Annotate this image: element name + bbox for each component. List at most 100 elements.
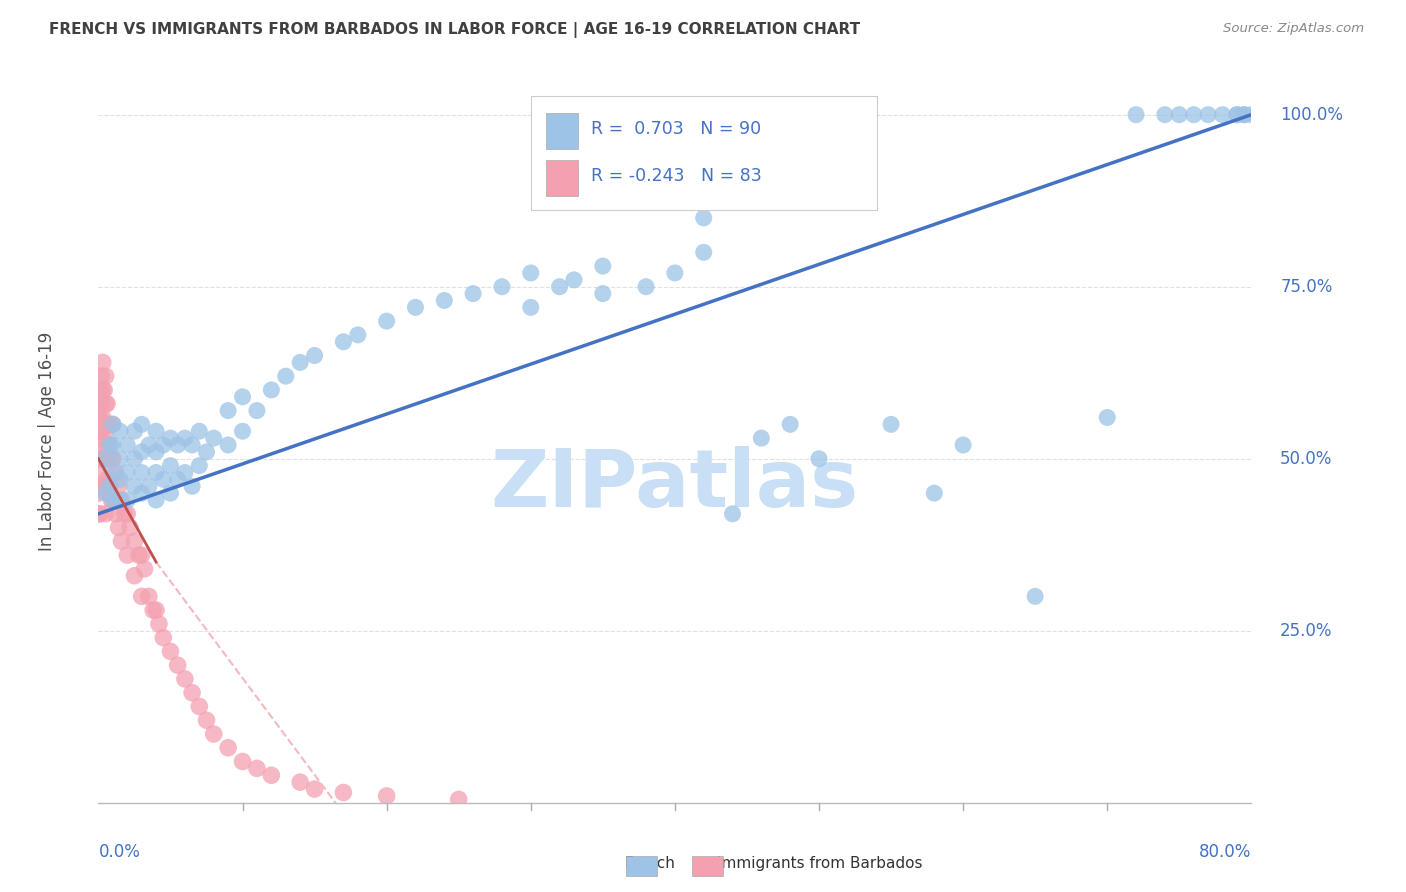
- Point: [808, 451, 831, 466]
- Point: [304, 349, 326, 363]
- Point: [91, 410, 114, 425]
- Point: [101, 493, 124, 508]
- Point: [166, 472, 188, 486]
- Point: [592, 286, 614, 301]
- Point: [93, 451, 115, 466]
- Point: [94, 451, 117, 466]
- Point: [332, 334, 354, 349]
- Point: [87, 403, 110, 417]
- Point: [89, 410, 111, 425]
- Point: [181, 438, 204, 452]
- Point: [94, 397, 117, 411]
- Point: [98, 479, 121, 493]
- Point: [1154, 108, 1177, 122]
- Point: [87, 424, 110, 438]
- Point: [101, 438, 124, 452]
- Point: [142, 603, 165, 617]
- Point: [108, 424, 131, 438]
- Point: [145, 493, 167, 508]
- FancyBboxPatch shape: [531, 96, 877, 211]
- Point: [202, 727, 225, 741]
- Point: [131, 548, 153, 562]
- Point: [96, 397, 118, 411]
- Point: [138, 479, 160, 493]
- Point: [181, 686, 204, 700]
- Point: [491, 279, 513, 293]
- Point: [924, 486, 946, 500]
- Point: [90, 479, 112, 493]
- Point: [1182, 108, 1205, 122]
- Point: [117, 493, 139, 508]
- Point: [636, 279, 658, 293]
- Point: [96, 438, 118, 452]
- Point: [131, 466, 153, 480]
- Point: [91, 355, 114, 369]
- Point: [405, 301, 427, 315]
- Point: [188, 458, 211, 473]
- Point: [98, 438, 121, 452]
- Point: [90, 369, 112, 384]
- Text: FRENCH VS IMMIGRANTS FROM BARBADOS IN LABOR FORCE | AGE 16-19 CORRELATION CHART: FRENCH VS IMMIGRANTS FROM BARBADOS IN LA…: [49, 22, 860, 38]
- Text: 0.0%: 0.0%: [98, 843, 141, 861]
- Point: [110, 534, 132, 549]
- Point: [108, 451, 131, 466]
- Point: [188, 424, 211, 438]
- Point: [152, 438, 174, 452]
- Point: [880, 417, 903, 432]
- Point: [91, 383, 114, 397]
- FancyBboxPatch shape: [546, 160, 578, 196]
- Point: [87, 438, 110, 452]
- Point: [195, 713, 218, 727]
- Point: [108, 493, 131, 508]
- Point: [93, 417, 115, 432]
- Point: [1233, 108, 1256, 122]
- Point: [1097, 410, 1119, 425]
- Point: [87, 466, 110, 480]
- Point: [837, 190, 859, 204]
- Point: [94, 451, 117, 466]
- Point: [117, 466, 139, 480]
- Point: [174, 466, 197, 480]
- Point: [246, 761, 269, 775]
- Point: [97, 451, 120, 466]
- Point: [100, 451, 122, 466]
- Point: [104, 466, 127, 480]
- Point: [447, 792, 470, 806]
- Text: 75.0%: 75.0%: [1281, 277, 1333, 296]
- Point: [145, 466, 167, 480]
- Point: [112, 507, 135, 521]
- Point: [117, 438, 139, 452]
- Point: [145, 445, 167, 459]
- Point: [94, 486, 117, 500]
- Point: [87, 507, 110, 521]
- Point: [128, 548, 150, 562]
- Text: 100.0%: 100.0%: [1281, 105, 1343, 124]
- Point: [1233, 108, 1256, 122]
- Point: [520, 301, 543, 315]
- Point: [101, 417, 124, 432]
- Point: [89, 383, 111, 397]
- Point: [98, 438, 121, 452]
- FancyBboxPatch shape: [546, 112, 578, 149]
- Point: [520, 266, 543, 280]
- Point: [100, 493, 122, 508]
- Point: [148, 616, 170, 631]
- Point: [87, 486, 110, 500]
- Point: [159, 644, 181, 658]
- Point: [97, 417, 120, 432]
- Point: [231, 755, 254, 769]
- Point: [231, 390, 254, 404]
- Point: [117, 507, 139, 521]
- Point: [592, 259, 614, 273]
- Point: [1226, 108, 1249, 122]
- Point: [1125, 108, 1147, 122]
- Point: [246, 403, 269, 417]
- Point: [721, 507, 744, 521]
- Point: [138, 438, 160, 452]
- Point: [260, 768, 283, 782]
- Point: [1024, 590, 1046, 604]
- Point: [174, 672, 197, 686]
- Text: 50.0%: 50.0%: [1281, 450, 1333, 467]
- Point: [181, 479, 204, 493]
- Point: [217, 403, 239, 417]
